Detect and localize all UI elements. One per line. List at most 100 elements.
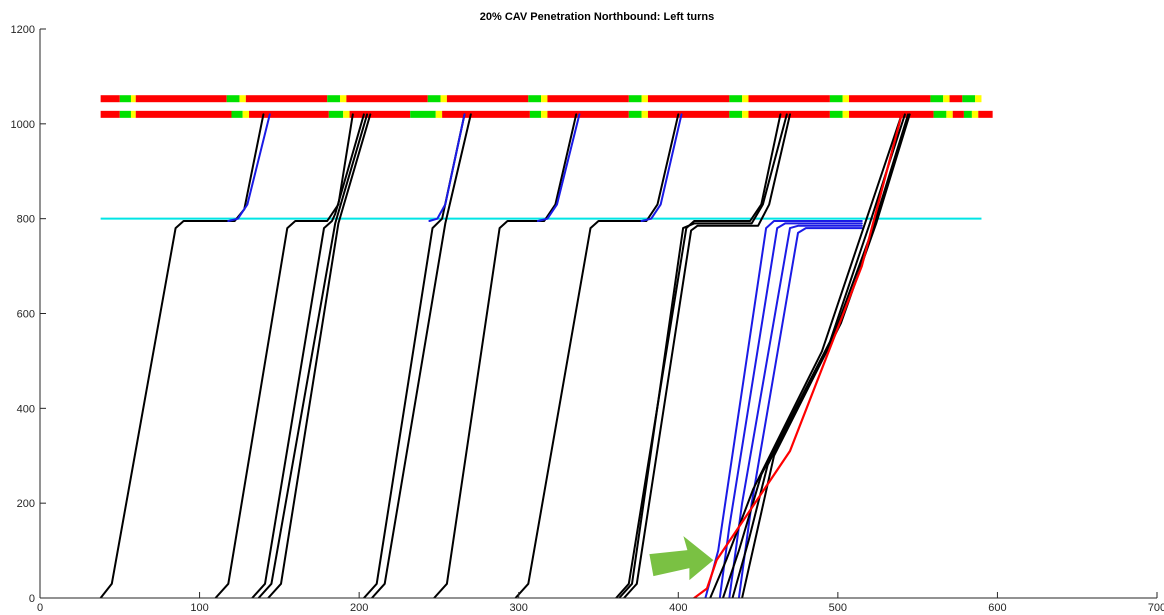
trajectory-line-black xyxy=(514,113,680,598)
x-tick-label: 400 xyxy=(669,602,687,614)
signal-segment-red xyxy=(952,110,964,118)
signal-segment-red xyxy=(849,110,934,118)
y-tick-label: 0 xyxy=(29,593,35,605)
x-tick-label: 700 xyxy=(1148,602,1164,614)
x-tick-label: 500 xyxy=(829,602,847,614)
signal-segment-yellow xyxy=(641,95,648,103)
signal-segment-red xyxy=(346,95,428,103)
trajectory-line-black xyxy=(709,113,903,598)
signal-segment-yellow xyxy=(130,110,136,118)
signal-segment-yellow xyxy=(641,110,648,118)
signal-segment-green xyxy=(962,95,976,103)
signal-segment-red xyxy=(442,110,530,118)
signal-segment-green xyxy=(729,95,743,103)
signal-segment-yellow xyxy=(239,95,246,103)
signal-segment-green xyxy=(226,95,240,103)
trajectory-line-black xyxy=(251,113,365,598)
trajectory-line-black xyxy=(731,113,910,598)
plot-area xyxy=(99,95,993,598)
trajectory-line-black xyxy=(370,113,472,598)
signal-segment-yellow xyxy=(842,110,850,118)
signal-segment-green xyxy=(119,95,131,103)
signal-segment-green xyxy=(119,110,131,118)
signal-segment-red xyxy=(849,95,931,103)
signal-segment-red xyxy=(949,95,963,103)
trajectory-line-blue xyxy=(718,222,863,598)
x-tick-label: 0 xyxy=(37,602,43,614)
trajectory-line-black xyxy=(615,113,782,598)
signal-segment-red xyxy=(135,110,232,118)
signal-segment-red xyxy=(100,110,120,118)
signal-segment-yellow xyxy=(946,110,953,118)
signal-segment-yellow xyxy=(130,95,136,103)
trajectory-line-black xyxy=(433,113,578,598)
signal-segment-green xyxy=(628,95,642,103)
trajectory-line-red xyxy=(693,113,903,598)
signal-segment-green xyxy=(930,95,944,103)
trajectory-line-black xyxy=(214,113,354,598)
signal-segment-green xyxy=(231,110,243,118)
trajectory-line-blue xyxy=(227,113,271,222)
signal-segment-red xyxy=(446,95,529,103)
y-tick-label: 1000 xyxy=(11,119,35,131)
signal-segment-green xyxy=(829,110,843,118)
annotation-arrow-icon xyxy=(649,536,714,581)
signal-segment-green xyxy=(328,110,344,118)
signal-segment-green xyxy=(933,110,947,118)
trajectory-line-blue xyxy=(737,227,863,598)
y-tick-label: 1200 xyxy=(11,24,35,36)
signal-segment-green xyxy=(427,95,441,103)
trajectory-line-blue xyxy=(428,113,466,222)
signal-segment-green xyxy=(729,110,743,118)
signal-segment-yellow xyxy=(343,110,350,118)
x-tick-label: 200 xyxy=(350,602,368,614)
x-tick-label: 300 xyxy=(510,602,528,614)
signal-segment-green xyxy=(963,110,972,118)
signal-segment-red xyxy=(647,95,730,103)
y-tick-label: 800 xyxy=(17,214,35,226)
trajectory-line-black xyxy=(618,113,788,598)
trajectory-line-blue xyxy=(728,224,863,598)
trajectory-line-blue xyxy=(536,113,581,222)
x-tick-label: 100 xyxy=(190,602,208,614)
signal-segment-yellow xyxy=(242,110,250,118)
signal-segment-yellow xyxy=(435,110,443,118)
signal-segment-yellow xyxy=(541,110,548,118)
signal-segment-yellow xyxy=(975,95,982,103)
y-tick-label: 200 xyxy=(17,498,35,510)
y-tick-label: 600 xyxy=(17,309,35,321)
trajectory-line-black xyxy=(623,113,791,598)
signal-segment-green xyxy=(628,110,642,118)
signal-segment-yellow xyxy=(339,95,347,103)
signal-segment-red xyxy=(249,110,329,118)
signal-segment-red xyxy=(978,110,993,118)
signal-segment-yellow xyxy=(541,95,548,103)
trajectory-line-black xyxy=(267,113,372,598)
signal-segment-green xyxy=(327,95,340,103)
signal-segment-red xyxy=(647,110,730,118)
y-tick-label: 400 xyxy=(17,403,35,415)
signal-segment-red xyxy=(135,95,227,103)
signal-segment-yellow xyxy=(440,95,447,103)
trajectory-line-blue xyxy=(640,113,683,222)
signal-segment-red xyxy=(547,95,629,103)
signal-segment-green xyxy=(410,110,436,118)
axes: 0 100 200 300 400 500 600 700 0 200 400 600 800 1000 1… xyxy=(11,24,1164,614)
x-tick-label: 600 xyxy=(988,602,1006,614)
signal-segment-red xyxy=(245,95,328,103)
signal-segment-yellow xyxy=(742,110,749,118)
signal-segment-yellow xyxy=(842,95,850,103)
signal-segment-yellow xyxy=(742,95,749,103)
signal-segment-green xyxy=(529,110,542,118)
signal-segment-red xyxy=(349,110,411,118)
signal-segment-yellow xyxy=(943,95,950,103)
signal-segment-red xyxy=(100,95,120,103)
trajectory-line-black xyxy=(741,113,911,598)
signal-segment-green xyxy=(528,95,542,103)
signal-segment-red xyxy=(748,95,830,103)
signal-segment-green xyxy=(829,95,843,103)
signal-segment-yellow xyxy=(971,110,979,118)
trajectory-line-black xyxy=(257,113,369,598)
chart-title: 20% CAV Penetration Northbound: Left tur… xyxy=(480,11,714,23)
